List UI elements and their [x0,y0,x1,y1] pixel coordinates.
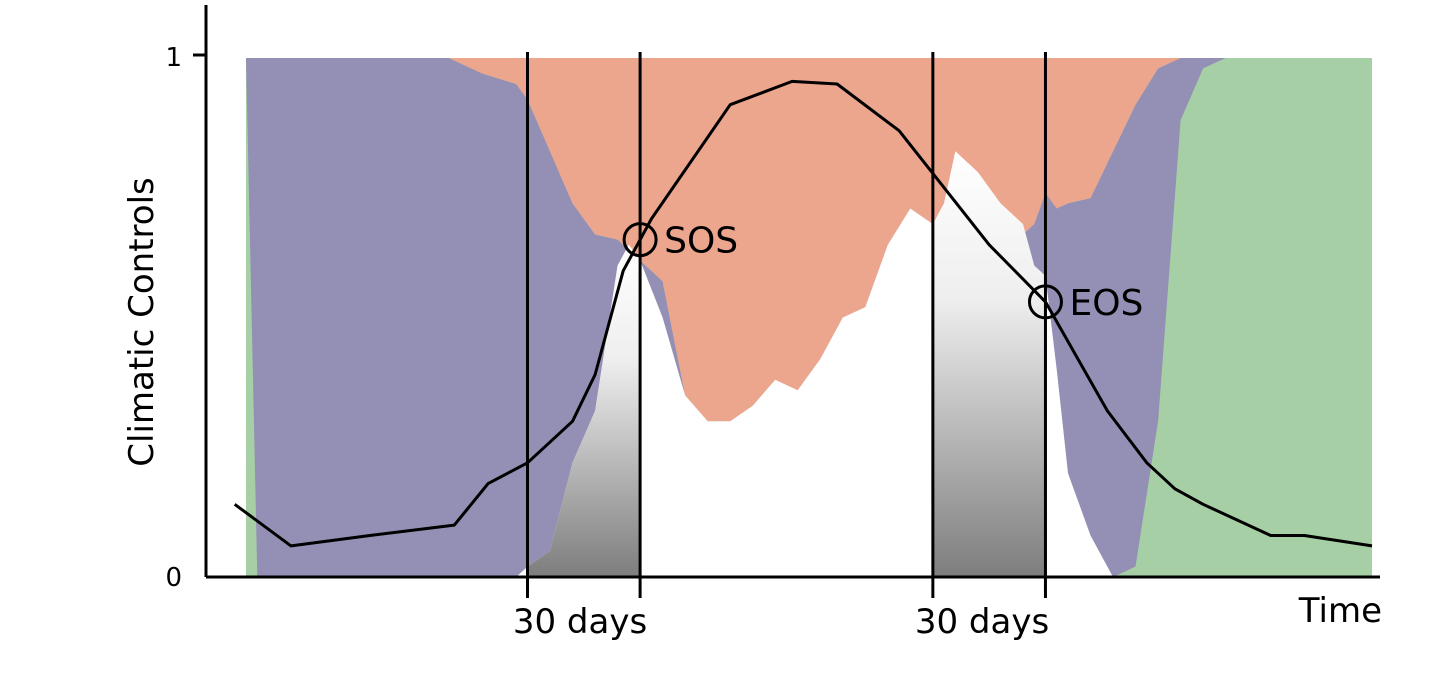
climatic-control-bands [246,58,1372,577]
salmon-band [246,58,1372,422]
series-line [233,79,1373,548]
window-label-1: 30 days [513,602,647,642]
marker-sos-label: SOS [664,221,738,262]
window-boundaries-group [526,52,1047,598]
marker-eos-circle [1027,284,1063,320]
window-shading-2 [932,151,1046,577]
y-axis-label: Climatic Controls [122,177,162,466]
window-shading-1 [527,244,641,578]
white-band [246,151,1372,577]
markers-group: SOS EOS [622,221,1143,324]
window-label-2: 30 days [915,602,1049,642]
y-tick-label-0: 0 [165,563,182,593]
marker-sos-circle [622,222,658,258]
y-tick-label-1: 1 [165,43,182,73]
marker-eos-label: EOS [1069,283,1143,324]
window-shading-group [527,151,1046,578]
x-axis-label: Time [1298,591,1382,631]
